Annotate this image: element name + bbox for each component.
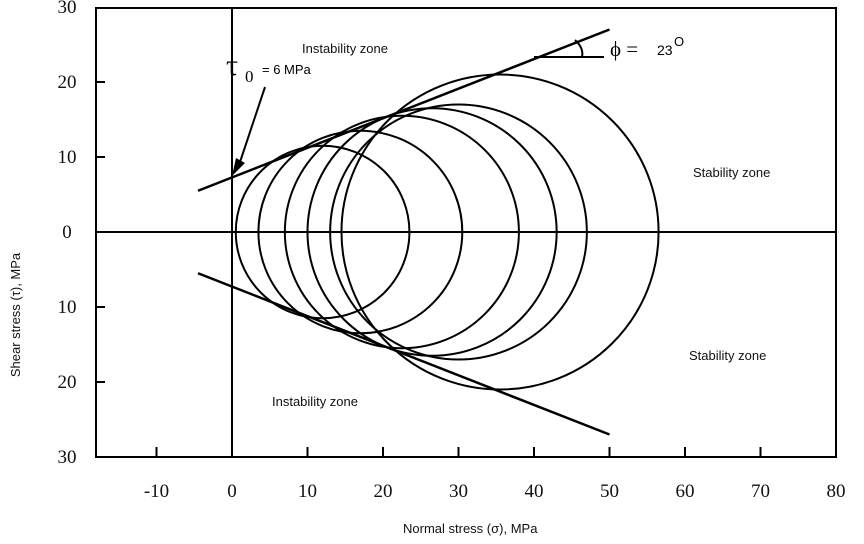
mohr-circle-4 — [306, 107, 558, 357]
y-tick-label: 10 — [58, 297, 77, 318]
lower-envelope-line — [197, 272, 610, 436]
y-tick-label: 10 — [58, 147, 77, 168]
y-tick-label: 30 — [58, 0, 77, 18]
x-tick-label: 50 — [600, 481, 619, 502]
tau0-value: = 6 MPa — [262, 62, 312, 77]
mohr-circles — [234, 73, 660, 391]
y-tick-label: 30 — [58, 447, 77, 468]
instability-zone-lower-label: Instability zone — [272, 394, 358, 409]
x-tick-label: 20 — [374, 481, 393, 502]
x-tick-label: 10 — [298, 481, 317, 502]
phi-arc — [574, 39, 584, 58]
axes — [96, 8, 836, 457]
mohr-circle-5 — [329, 103, 588, 361]
phi-symbol: ϕ = — [610, 37, 638, 61]
x-tick-label: 30 — [449, 481, 468, 502]
x-tick-label: 80 — [827, 481, 846, 502]
y-tick-label: 0 — [62, 222, 72, 243]
mohr-circle-6 — [340, 73, 660, 391]
y-tick-labels: 30 20 10 0 10 20 30 — [58, 0, 77, 468]
tau0-arrow — [232, 86, 266, 176]
y-tick-label: 20 — [58, 72, 77, 93]
x-tick-label: 60 — [676, 481, 695, 502]
mohr-circle-3 — [283, 114, 520, 350]
x-tick-label: 40 — [525, 481, 544, 502]
y-tick-label: 20 — [58, 372, 77, 393]
instability-zone-upper-label: Instability zone — [302, 41, 388, 56]
phi-superscript: O — [674, 34, 684, 49]
tau0-symbol: τ — [226, 49, 238, 82]
x-tick-labels: -10 0 10 20 30 40 50 60 70 80 — [144, 481, 846, 502]
x-tick-label: 70 — [751, 481, 770, 502]
tau0-subscript: 0 — [245, 67, 254, 86]
phi-angle-marker — [534, 39, 604, 58]
x-tick-label: 0 — [227, 481, 237, 502]
x-axis-title: Normal stress (σ), MPa — [403, 521, 538, 536]
y-axis-title: Shear stress (τ), MPa — [8, 252, 23, 377]
phi-value: 23 — [657, 42, 673, 58]
upper-envelope-line — [197, 28, 610, 192]
stability-zone-lower-label: Stability zone — [689, 348, 766, 363]
stability-zone-upper-label: Stability zone — [693, 165, 770, 180]
x-tick-label: -10 — [144, 481, 169, 502]
